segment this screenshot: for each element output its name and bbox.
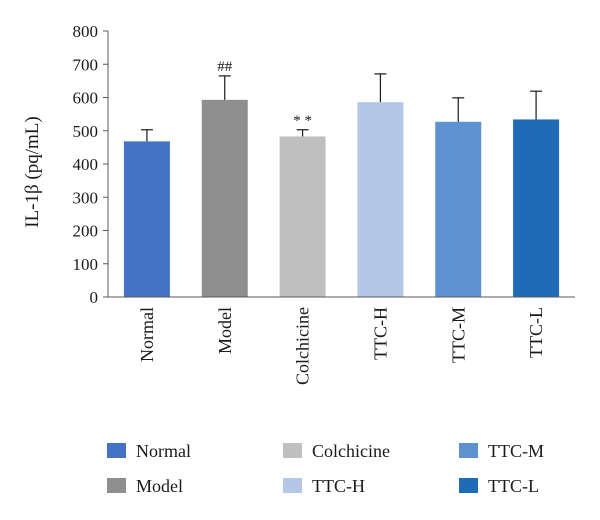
legend-swatch <box>107 478 126 493</box>
y-tick-label: 0 <box>90 288 99 307</box>
y-tick-label: 200 <box>73 222 99 241</box>
x-tick-label: Colchicine <box>293 307 313 385</box>
legend-label: TTC-L <box>488 476 539 496</box>
significance-label: * * <box>293 113 312 129</box>
bar-normal <box>123 141 170 297</box>
bars: ## * * <box>123 59 560 298</box>
legend-label: Model <box>136 476 183 496</box>
legend-label: TTC-H <box>312 476 365 496</box>
bar-ttc-h <box>357 102 404 297</box>
legend-swatch <box>283 443 302 458</box>
bar-colchicine <box>279 136 326 297</box>
y-tick-label: 800 <box>73 22 99 41</box>
x-tick-label: Normal <box>137 307 157 362</box>
significance-label: ## <box>217 59 233 75</box>
y-axis-label: IL-1β (pq/mL) <box>22 116 43 228</box>
bar-ttc-m <box>435 121 482 298</box>
y-tick-label: 700 <box>73 55 99 74</box>
x-tick-label: TTC-H <box>370 307 390 360</box>
legend-label: Colchicine <box>312 441 390 461</box>
x-tick-label: TTC-M <box>448 307 468 363</box>
x-tick-label: Model <box>215 307 235 354</box>
y-axis-label-group: IL-1β (pq/mL) <box>22 116 43 228</box>
y-axis: 0 100 200 300 400 500 600 700 800 <box>73 22 109 307</box>
y-tick-label: 600 <box>73 89 99 108</box>
y-tick-label: 100 <box>73 255 99 274</box>
y-tick-label: 300 <box>73 188 99 207</box>
x-axis: Normal Model Colchicine TTC-H TTC-M TTC-L <box>108 296 575 385</box>
bar-model <box>201 99 248 297</box>
legend-swatch <box>107 443 126 458</box>
bar-ttc-l <box>513 119 560 297</box>
legend-label: Normal <box>136 441 191 461</box>
legend-swatch <box>283 478 302 493</box>
legend-label: TTC-M <box>488 441 544 461</box>
x-tick-label: TTC-L <box>526 307 546 358</box>
y-tick-label: 500 <box>73 122 99 141</box>
legend-swatch <box>459 443 478 458</box>
y-tick-label: 400 <box>73 155 99 174</box>
legend: Normal Colchicine TTC-M Model TTC-H TTC-L <box>107 441 544 496</box>
legend-swatch <box>459 478 478 493</box>
